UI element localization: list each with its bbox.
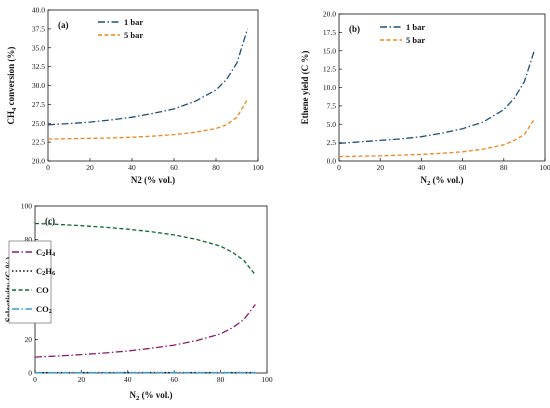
y-tick-label: 12.5 <box>323 65 336 74</box>
x-tick-label: 0 <box>46 163 50 172</box>
legend-entry: 5 bar <box>406 35 425 45</box>
legend: C2H4 C2H6 CO CO2 <box>8 240 56 324</box>
plot-frame <box>47 9 259 162</box>
y-tick-label: 2.5 <box>327 138 337 147</box>
y-tick-label: 20.0 <box>32 157 45 166</box>
x-axis-label: N2 (% vol.) <box>131 175 175 185</box>
y-tick-label: 80 <box>25 235 33 244</box>
x-tick-label: 60 <box>459 163 467 172</box>
y-tick-label: 37.5 <box>32 24 45 33</box>
x-tick-label: 100 <box>261 375 273 384</box>
y-tick-label: 30.0 <box>32 81 45 90</box>
y-tick-label: 15.0 <box>323 46 336 55</box>
y-axis-label: Ethene yield (C %) <box>300 51 310 125</box>
y-axis-label: CH4 conversion (%) <box>6 47 18 125</box>
x-tick-label: 20 <box>376 163 384 172</box>
x-tick-label: 80 <box>212 163 220 172</box>
y-tick-label: 17.5 <box>323 28 336 37</box>
y-tick-label: 0.0 <box>327 157 337 166</box>
x-tick-label: 100 <box>539 163 550 172</box>
legend-entry: 1 bar <box>124 17 143 27</box>
x-tick-label: 40 <box>124 375 132 384</box>
x-tick-label: 80 <box>500 163 508 172</box>
x-tick-label: 20 <box>78 375 86 384</box>
legend: 1 bar 5 bar <box>98 17 143 40</box>
chart-panel-2: 0 20 40 60 80 100 0.0 2.5 5.0 7.5 10.0 12.5 15.0 17.5… <box>300 10 550 187</box>
series-line-1 <box>34 304 256 358</box>
x-tick-label: 20 <box>86 163 94 172</box>
chart-panel-3: 020406080100020406080100(c)N2 (% vol.)Se… <box>4 202 273 402</box>
x-tick-label: 60 <box>170 375 178 384</box>
y-tick-label: 27.5 <box>32 100 45 109</box>
x-tick-label: 100 <box>252 163 264 172</box>
y-tick-label: 10.0 <box>323 83 336 92</box>
legend-entry: 5 bar <box>124 30 143 40</box>
series-line-2 <box>47 98 249 140</box>
x-tick-label: 80 <box>217 375 225 384</box>
x-tick-label: 0 <box>33 375 37 384</box>
chart-panel-1: 0 20 40 60 80 100 20.0 22.5 25.0 27.5 30.0 32.5 35.0… <box>6 6 264 186</box>
x-axis-label: N2 (% vol.) <box>129 390 172 402</box>
plot-frame <box>34 205 268 374</box>
y-tick-label: 32.5 <box>32 62 45 71</box>
y-tick-label: 22.5 <box>32 138 45 147</box>
panel-label: (c) <box>45 216 55 226</box>
series-line-2 <box>338 118 536 158</box>
panel-label: (b) <box>349 24 360 34</box>
x-tick-label: 0 <box>337 163 341 172</box>
y-tick-label: 35.0 <box>32 43 45 52</box>
y-tick-label: 25.0 <box>32 119 45 128</box>
y-tick-label: 20 <box>25 335 33 344</box>
legend-entry: CO2 <box>36 304 52 315</box>
legend-entry: 1 bar <box>406 22 425 32</box>
y-tick-label: 7.5 <box>327 101 337 110</box>
plot-frame <box>338 13 546 162</box>
y-tick-label: 20.0 <box>323 10 336 19</box>
legend-entry: CO <box>36 285 49 295</box>
legend-entry: C2H4 <box>36 247 56 258</box>
x-tick-label: 40 <box>418 163 426 172</box>
y-tick-label: 100 <box>21 202 33 211</box>
legend: 1 bar 5 bar <box>380 22 425 45</box>
series-line-1 <box>338 49 536 145</box>
x-tick-label: 60 <box>170 163 178 172</box>
y-tick-label: 40.0 <box>32 6 45 15</box>
x-axis-label: N2 (% vol.) <box>420 175 463 187</box>
y-tick-label: 5.0 <box>327 120 337 129</box>
series-line-1 <box>47 28 249 126</box>
series-line-3 <box>34 222 256 276</box>
panel-label: (a) <box>58 20 69 30</box>
x-tick-label: 40 <box>128 163 136 172</box>
legend-entry: C2H6 <box>36 266 55 277</box>
y-tick-label: 0 <box>28 369 32 378</box>
